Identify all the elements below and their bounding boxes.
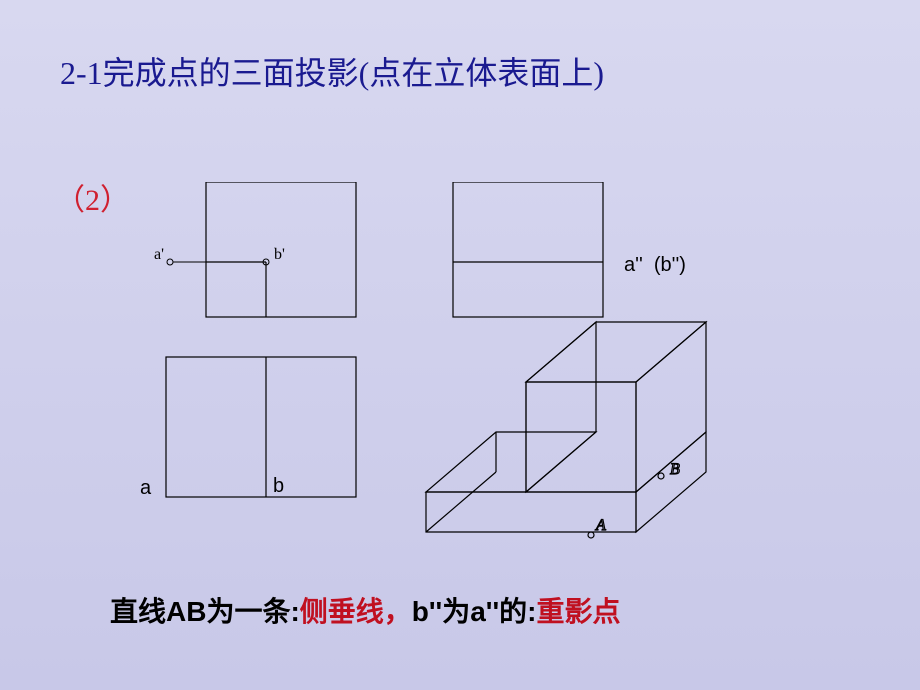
label-a-top: a xyxy=(140,477,151,500)
label-B: B xyxy=(670,461,680,478)
top-view xyxy=(166,357,356,497)
conclusion-part4: 重影点 xyxy=(536,596,620,627)
label-a-double: a'' (b'') xyxy=(624,254,686,277)
front-view: a' b' xyxy=(154,182,356,317)
side-view xyxy=(453,182,603,317)
label-b-prime: b' xyxy=(274,246,285,263)
label-b-top: b xyxy=(273,475,284,498)
diagram-container: a' b' xyxy=(126,182,826,562)
label-A: A xyxy=(595,517,606,534)
page-title: 2-1完成点的三面投影(点在立体表面上) xyxy=(60,48,604,94)
conclusion-text: 直线AB为一条:侧垂线，b''为a''的:重影点 xyxy=(110,590,620,630)
conclusion-part3: b''为a''的: xyxy=(412,596,537,627)
conclusion-part1: 直线AB为一条: xyxy=(110,596,300,627)
isometric-view: A B xyxy=(426,322,706,538)
problem-number: （2） xyxy=(55,175,130,219)
projection-diagram: a' b' xyxy=(126,182,826,562)
label-a-prime: a' xyxy=(154,246,164,263)
conclusion-part2: 侧垂线， xyxy=(300,596,412,627)
